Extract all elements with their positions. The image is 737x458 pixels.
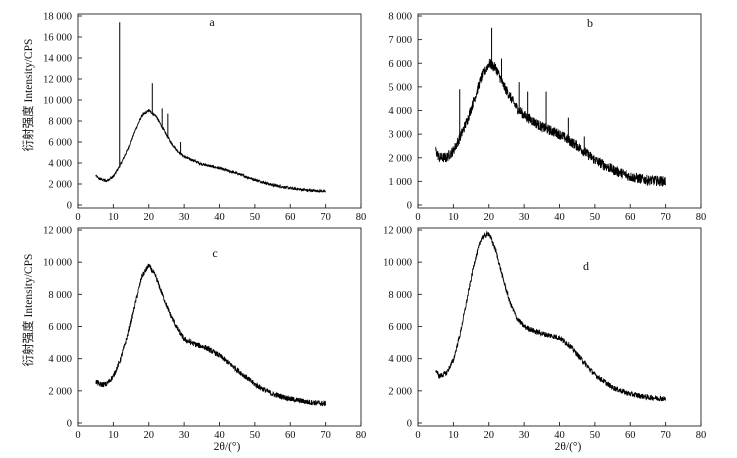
y-axis-title-bottom: 衍射强度 Intensity/CPS — [21, 254, 35, 367]
x-axis-title-left: 2θ/(°) — [214, 441, 241, 453]
y-tick-label-c-6: 12 000 — [43, 226, 72, 237]
y-tick-label-b-5: 5 000 — [388, 82, 412, 93]
x-tick-label-a-2: 20 — [144, 212, 155, 223]
x-tick-label-d-6: 60 — [625, 430, 636, 441]
x-tick-label-c-1: 10 — [108, 430, 119, 441]
y-tick-label-d-6: 12 000 — [383, 226, 412, 237]
y-tick-label-a-7: 14 000 — [43, 54, 72, 65]
y-tick-label-c-0: 0 — [67, 419, 72, 430]
y-tick-label-d-1: 2 000 — [388, 386, 412, 397]
y-tick-label-b-7: 7 000 — [388, 35, 412, 46]
y-tick-label-a-2: 4 000 — [48, 159, 72, 170]
plot-frame-a — [77, 13, 362, 209]
y-tick-label-c-3: 6 000 — [48, 322, 72, 333]
y-tick-label-c-1: 2 000 — [48, 386, 72, 397]
y-tick-label-b-8: 8 000 — [388, 12, 412, 23]
y-tick-label-d-0: 0 — [407, 419, 412, 430]
x-tick-label-a-6: 60 — [285, 212, 296, 223]
y-tick-label-a-0: 0 — [67, 201, 72, 212]
x-tick-label-d-4: 40 — [554, 430, 565, 441]
y-tick-label-b-2: 2 000 — [388, 153, 412, 164]
x-tick-label-b-6: 60 — [625, 212, 636, 223]
y-tick-label-b-3: 3 000 — [388, 130, 412, 141]
x-tick-label-d-3: 30 — [519, 430, 530, 441]
panel-label-d: d — [583, 259, 589, 273]
y-tick-label-a-5: 10 000 — [43, 96, 72, 107]
y-tick-label-c-2: 4 000 — [48, 354, 72, 365]
y-tick-label-b-0: 0 — [407, 201, 412, 212]
x-tick-label-c-8: 80 — [356, 430, 367, 441]
x-tick-label-a-0: 0 — [75, 212, 80, 223]
y-tick-label-d-4: 8 000 — [388, 290, 412, 301]
panel-label-c: c — [212, 246, 217, 260]
xrd-trace-a — [95, 108, 326, 194]
chart-panel-c: 0 2 000 4 000 6 000 8 000 10 000 12 000 0 10 20 30… — [43, 226, 366, 442]
chart-panel-b: 0 1 000 2 000 3 000 4 000 5 000 6 000 7 000 8 00… — [388, 12, 706, 224]
x-tick-label-d-7: 70 — [660, 430, 671, 441]
x-tick-label-c-4: 40 — [214, 430, 225, 441]
chart-panel-a: 0 2 000 4 000 6 000 8 000 10 000 12 000 14 000 1… — [43, 12, 366, 224]
x-tick-label-c-0: 0 — [75, 430, 80, 441]
y-tick-label-a-8: 16 000 — [43, 33, 72, 44]
y-tick-label-a-4: 8 000 — [48, 117, 72, 128]
x-tick-label-b-1: 10 — [448, 212, 459, 223]
x-tick-label-c-5: 50 — [250, 430, 261, 441]
x-tick-label-a-4: 40 — [214, 212, 225, 223]
y-tick-label-d-3: 6 000 — [388, 322, 412, 333]
y-tick-label-c-4: 8 000 — [48, 290, 72, 301]
x-tick-label-a-3: 30 — [179, 212, 190, 223]
x-tick-label-b-0: 0 — [415, 212, 420, 223]
x-tick-label-c-2: 20 — [144, 430, 155, 441]
x-tick-label-b-5: 50 — [590, 212, 601, 223]
y-tick-label-d-2: 4 000 — [388, 354, 412, 365]
x-tick-label-b-4: 40 — [554, 212, 565, 223]
x-tick-label-d-2: 20 — [484, 430, 495, 441]
chart-panel-d: 0 2 000 4 000 6 000 8 000 10 000 12 000 0 10 20 30… — [383, 226, 706, 442]
y-tick-label-b-6: 6 000 — [388, 59, 412, 70]
xrd-trace-d — [435, 230, 666, 402]
x-tick-label-c-7: 70 — [320, 430, 331, 441]
x-tick-label-a-1: 10 — [108, 212, 119, 223]
x-tick-label-d-8: 80 — [696, 430, 707, 441]
plot-frame-d — [417, 227, 702, 427]
panel-label-a: a — [209, 15, 215, 29]
y-tick-label-b-1: 1 000 — [388, 177, 412, 188]
x-tick-label-a-8: 80 — [356, 212, 367, 223]
x-tick-label-a-7: 70 — [320, 212, 331, 223]
y-tick-label-a-6: 12 000 — [43, 75, 72, 86]
x-tick-label-a-5: 50 — [250, 212, 261, 223]
x-tick-label-c-3: 30 — [179, 430, 190, 441]
panel-label-b: b — [587, 16, 593, 30]
y-tick-label-b-4: 4 000 — [388, 106, 412, 117]
y-tick-label-c-5: 10 000 — [43, 258, 72, 269]
plot-frame-c — [77, 227, 362, 427]
y-tick-label-a-1: 2 000 — [48, 180, 72, 191]
y-tick-label-a-3: 6 000 — [48, 138, 72, 149]
x-tick-label-b-7: 70 — [660, 212, 671, 223]
x-tick-label-b-8: 80 — [696, 212, 707, 223]
y-axis-title-top: 衍射强度 Intensity/CPS — [21, 39, 35, 152]
y-tick-label-a-9: 18 000 — [43, 12, 72, 23]
xrd-trace-b — [435, 58, 666, 187]
x-tick-label-d-5: 50 — [590, 430, 601, 441]
x-tick-label-b-2: 20 — [484, 212, 495, 223]
x-axis-title-right: 2θ/(°) — [555, 441, 582, 453]
x-tick-label-d-0: 0 — [415, 430, 420, 441]
x-tick-label-d-1: 10 — [448, 430, 459, 441]
xrd-trace-c — [95, 263, 326, 407]
x-tick-label-b-3: 30 — [519, 212, 530, 223]
x-tick-label-c-6: 60 — [285, 430, 296, 441]
y-tick-label-d-5: 10 000 — [383, 258, 412, 269]
